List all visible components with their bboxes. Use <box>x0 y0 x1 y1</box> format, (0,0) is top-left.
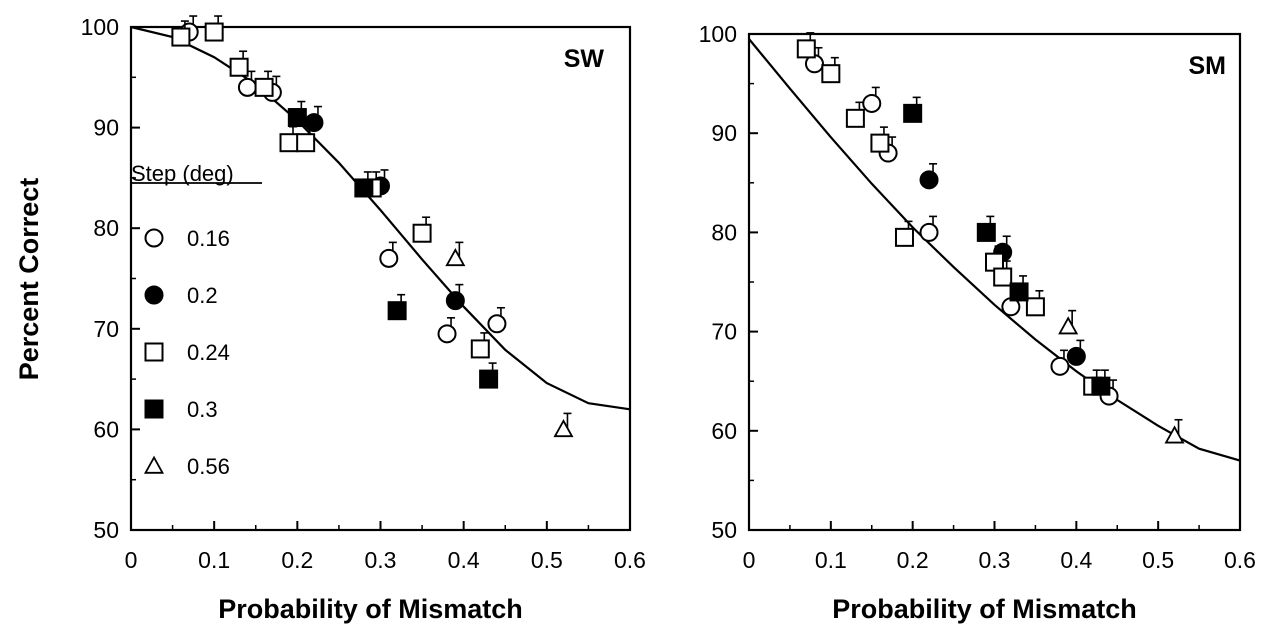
legend-marker-circle-open <box>144 228 164 248</box>
legend-label: 0.16 <box>187 226 230 251</box>
y-tick-label: 90 <box>711 120 737 146</box>
x-tick-label: 0.2 <box>897 547 929 573</box>
data-point-circle-open <box>1050 356 1070 376</box>
y-tick-label: 90 <box>93 115 119 141</box>
data-point-square-open <box>296 133 316 153</box>
data-point-circle-open <box>379 248 399 268</box>
y-tick-label: 50 <box>93 517 119 543</box>
data-point-square-open <box>845 108 865 128</box>
data-point-circle-filled <box>304 113 324 133</box>
x-tick-label: 0.4 <box>448 547 480 573</box>
legend-marker-circle-filled <box>144 285 164 305</box>
data-point-square-open <box>412 223 432 243</box>
y-tick-label: 100 <box>699 21 737 47</box>
y-tick-label: 60 <box>93 416 119 442</box>
data-point-square-filled <box>976 222 996 242</box>
x-tick-label: 0.6 <box>1224 547 1256 573</box>
y-tick-label: 70 <box>93 316 119 342</box>
data-point-square-open <box>870 133 890 153</box>
data-point-circle-open <box>487 314 507 334</box>
chart-panel-sm: 0 0.1 0.2 0.3 0.4 0.5 0.6 50 60 70 80 90 100 Probabil… <box>699 21 1256 624</box>
data-point-square-filled <box>1091 376 1111 396</box>
data-point-circle-open <box>237 77 257 97</box>
fit-curve <box>130 25 631 411</box>
data-point-square-filled <box>387 301 407 321</box>
data-point-square-open <box>993 267 1013 287</box>
data-point-square-open <box>254 77 274 97</box>
legend-label: 0.2 <box>187 283 218 308</box>
x-tick-label: 0 <box>125 547 138 573</box>
data-point-square-filled <box>1009 282 1029 302</box>
data-point-square-filled <box>354 178 374 198</box>
x-tick-label: 0.5 <box>1142 547 1174 573</box>
data-point-square-filled <box>287 108 307 128</box>
y-tick-label: 50 <box>711 517 737 543</box>
data-point-square-filled <box>903 103 923 123</box>
x-tick-label: 0.1 <box>815 547 847 573</box>
x-axis-title: Probability of Mismatch <box>218 594 523 624</box>
x-axis-title: Probability of Mismatch <box>832 594 1137 624</box>
y-tick-label: 80 <box>93 215 119 241</box>
chart-panel-sw: 0 0.1 0.2 0.3 0.4 0.5 0.6 50 60 70 80 90 100 Probabil… <box>81 14 646 624</box>
panel-label: SW <box>564 45 605 73</box>
data-point-circle-filled <box>445 291 465 311</box>
panel-label: SM <box>1189 52 1227 80</box>
legend-marker-triangle-open <box>143 455 165 474</box>
data-point-circle-open <box>862 93 882 113</box>
data-point-circle-open <box>919 222 939 242</box>
x-tick-label: 0 <box>743 547 756 573</box>
data-point-square-filled <box>479 369 499 389</box>
legend-label: 0.3 <box>187 397 218 422</box>
x-tick-label: 0.3 <box>979 547 1011 573</box>
x-tick-label: 0.6 <box>614 547 646 573</box>
data-point-square-open <box>204 22 224 42</box>
legend-label: 0.24 <box>187 340 230 365</box>
legend-marker-square-open <box>144 342 164 362</box>
x-tick-label: 0.1 <box>198 547 230 573</box>
data-point-square-open <box>894 227 914 247</box>
data-point-square-open <box>821 64 841 84</box>
data-point-triangle-open <box>553 419 574 438</box>
x-tick-label: 0.2 <box>281 547 313 573</box>
data-point-square-open <box>796 39 816 59</box>
y-tick-label: 60 <box>711 418 737 444</box>
data-point-triangle-open <box>1058 316 1079 335</box>
data-point-triangle-open <box>445 248 466 267</box>
legend: Step (deg) 0.16 0.2 0.24 0.3 0.56 <box>131 161 262 479</box>
y-tick-label: 100 <box>81 14 119 40</box>
data-point-square-open <box>279 133 299 153</box>
fit-curve <box>748 38 1241 462</box>
legend-title: Step (deg) <box>131 161 234 186</box>
data-point-square-open <box>470 339 490 359</box>
data-point-square-open <box>171 27 191 47</box>
data-point-square-open <box>1025 297 1045 317</box>
y-tick-label: 70 <box>711 319 737 345</box>
data-point-circle-filled <box>1066 346 1086 366</box>
x-tick-label: 0.3 <box>365 547 397 573</box>
data-point-triangle-open <box>1164 425 1185 444</box>
data-point-square-open <box>229 57 249 77</box>
y-axis-title: Percent Correct <box>14 178 44 381</box>
data-point-circle-open <box>437 324 457 344</box>
data-point-circle-filled <box>919 170 939 190</box>
y-tick-label: 80 <box>711 219 737 245</box>
legend-marker-square-filled <box>144 399 164 419</box>
legend-label: 0.56 <box>187 454 230 479</box>
x-tick-label: 0.5 <box>531 547 563 573</box>
x-tick-label: 0.4 <box>1060 547 1092 573</box>
